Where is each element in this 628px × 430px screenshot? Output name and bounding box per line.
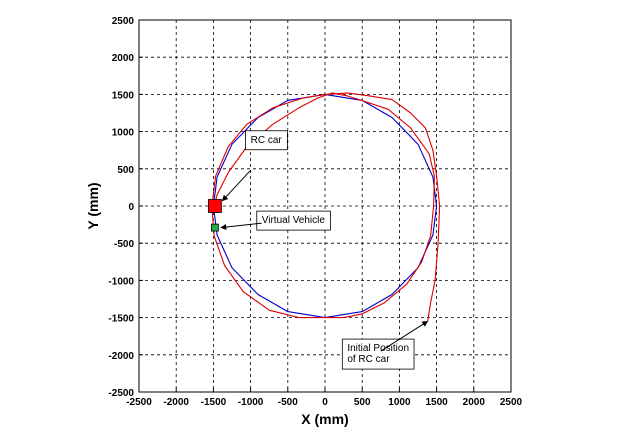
annotation-text: Virtual Vehicle bbox=[262, 215, 326, 226]
y-tick-label: 2500 bbox=[112, 16, 135, 27]
x-tick-label: -2500 bbox=[126, 397, 152, 408]
y-tick-label: -2000 bbox=[108, 351, 134, 362]
y-tick-label: -2500 bbox=[108, 388, 134, 399]
y-tick-label: 1000 bbox=[112, 128, 135, 139]
annotation-arrow bbox=[380, 320, 429, 352]
x-tick-label: -1000 bbox=[238, 397, 264, 408]
annotation-box bbox=[245, 130, 288, 151]
annotation-arrow bbox=[220, 222, 262, 230]
x-tick-label: 2000 bbox=[463, 397, 486, 408]
x-tick-label: 1500 bbox=[425, 397, 448, 408]
marker-group bbox=[207, 199, 222, 232]
x-tick-label: 2500 bbox=[500, 397, 523, 408]
annotation-box bbox=[341, 338, 415, 370]
annotation-text: Initial Position bbox=[347, 343, 409, 354]
annotations: RC car Virtual Vehicle Initial Positionof … bbox=[220, 130, 429, 370]
y-tick-label: 1500 bbox=[112, 90, 135, 101]
y-tick-label: -1500 bbox=[108, 314, 134, 325]
y-axis-label: Y (mm) bbox=[85, 182, 101, 229]
x-tick-label: -500 bbox=[278, 397, 298, 408]
annotation-arrow bbox=[221, 169, 251, 202]
virtual-vehicle-marker bbox=[210, 223, 219, 232]
annotation-text: RC car bbox=[251, 135, 283, 146]
x-tick-label: 1000 bbox=[388, 397, 411, 408]
annotation-box bbox=[256, 210, 331, 231]
annotation-virtual-vehicle: Virtual Vehicle bbox=[220, 210, 331, 231]
annotation-text: of RC car bbox=[347, 354, 390, 365]
x-tick-label: 500 bbox=[354, 397, 371, 408]
y-tick-label: 2000 bbox=[112, 53, 135, 64]
x-tick-label: -1500 bbox=[201, 397, 227, 408]
x-tick-label: -2000 bbox=[163, 397, 189, 408]
grid bbox=[139, 20, 511, 392]
ticks: -2500 -2000 -1500 -1000 -500 0 500 1000 1500 2000… bbox=[108, 16, 522, 408]
x-tick-label: 0 bbox=[322, 397, 328, 408]
annotation-rc-car: RC car bbox=[221, 130, 288, 202]
y-tick-label: 500 bbox=[117, 165, 134, 176]
y-tick-label: 0 bbox=[128, 202, 134, 213]
series-line-1 bbox=[211, 92, 441, 322]
y-tick-label: -1000 bbox=[108, 276, 134, 287]
series-group bbox=[211, 92, 441, 322]
x-axis-label: X (mm) bbox=[301, 411, 348, 427]
y-tick-label: -500 bbox=[114, 239, 134, 250]
rc-car-marker bbox=[207, 199, 222, 213]
